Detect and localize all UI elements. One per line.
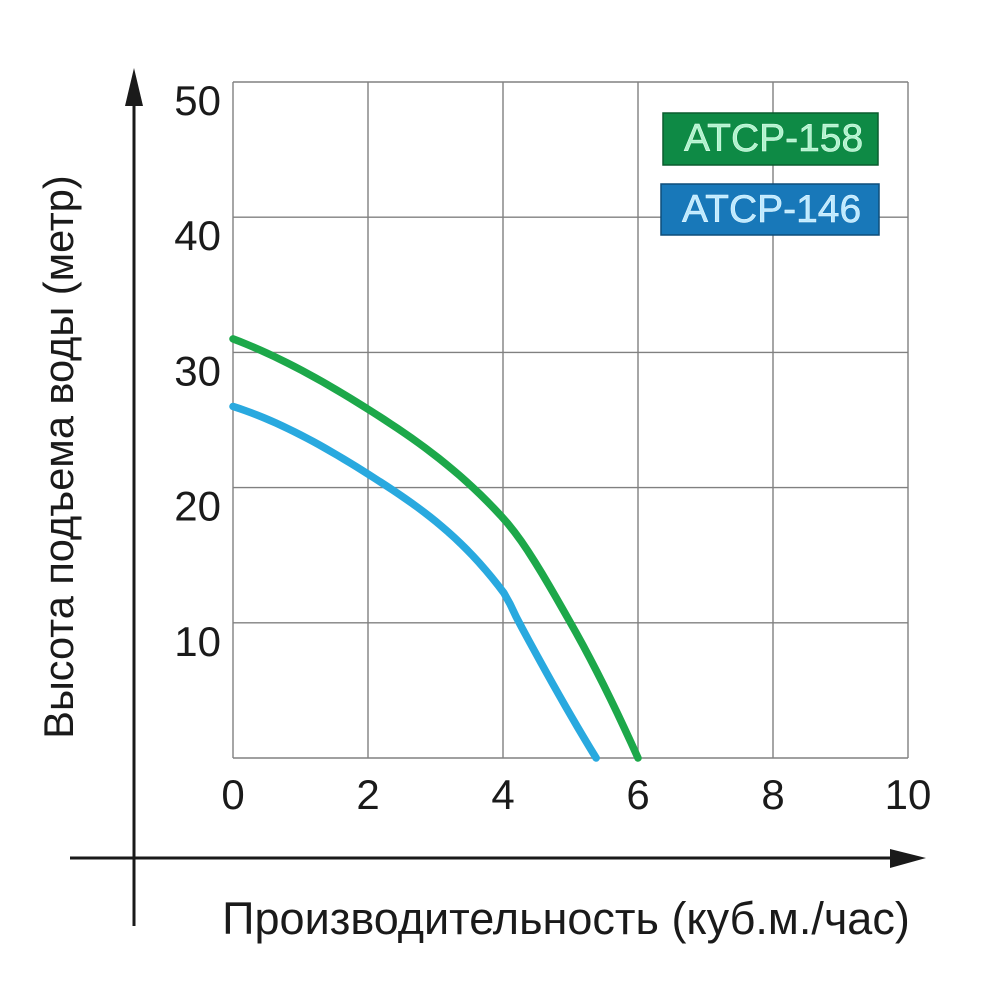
svg-text:6: 6 xyxy=(626,771,649,818)
svg-text:10: 10 xyxy=(174,618,221,665)
svg-text:2: 2 xyxy=(356,771,379,818)
svg-text:20: 20 xyxy=(174,483,221,530)
svg-text:50: 50 xyxy=(174,77,221,124)
svg-text:4: 4 xyxy=(491,771,514,818)
svg-text:30: 30 xyxy=(174,347,221,394)
svg-text:8: 8 xyxy=(761,771,784,818)
svg-text:Высота подъема воды (метр): Высота подъема воды (метр) xyxy=(35,175,82,738)
svg-text:Производительность (куб.м./час: Производительность (куб.м./час) xyxy=(222,893,910,944)
svg-text:ATCP-146: ATCP-146 xyxy=(682,188,861,231)
svg-text:40: 40 xyxy=(174,212,221,259)
svg-text:ATCP-158: ATCP-158 xyxy=(684,117,863,160)
svg-text:10: 10 xyxy=(885,771,932,818)
svg-text:0: 0 xyxy=(221,771,244,818)
